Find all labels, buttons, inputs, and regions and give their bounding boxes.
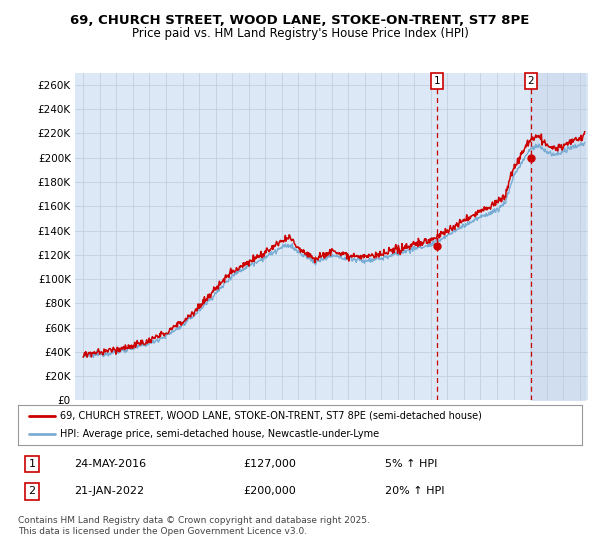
Text: 1: 1 [29,459,35,469]
Text: 69, CHURCH STREET, WOOD LANE, STOKE-ON-TRENT, ST7 8PE (semi-detached house): 69, CHURCH STREET, WOOD LANE, STOKE-ON-T… [60,411,482,421]
Text: 20% ↑ HPI: 20% ↑ HPI [385,487,444,496]
Text: 2: 2 [527,76,534,86]
Text: 21-JAN-2022: 21-JAN-2022 [74,487,145,496]
Text: 5% ↑ HPI: 5% ↑ HPI [385,459,437,469]
Text: Contains HM Land Registry data © Crown copyright and database right 2025.
This d: Contains HM Land Registry data © Crown c… [18,516,370,536]
Text: Price paid vs. HM Land Registry's House Price Index (HPI): Price paid vs. HM Land Registry's House … [131,27,469,40]
Text: 1: 1 [434,76,440,86]
Text: 2: 2 [29,487,35,496]
Text: £127,000: £127,000 [244,459,296,469]
Text: 24-MAY-2016: 24-MAY-2016 [74,459,146,469]
Text: £200,000: £200,000 [244,487,296,496]
Text: HPI: Average price, semi-detached house, Newcastle-under-Lyme: HPI: Average price, semi-detached house,… [60,430,379,439]
Text: 69, CHURCH STREET, WOOD LANE, STOKE-ON-TRENT, ST7 8PE: 69, CHURCH STREET, WOOD LANE, STOKE-ON-T… [70,14,530,27]
